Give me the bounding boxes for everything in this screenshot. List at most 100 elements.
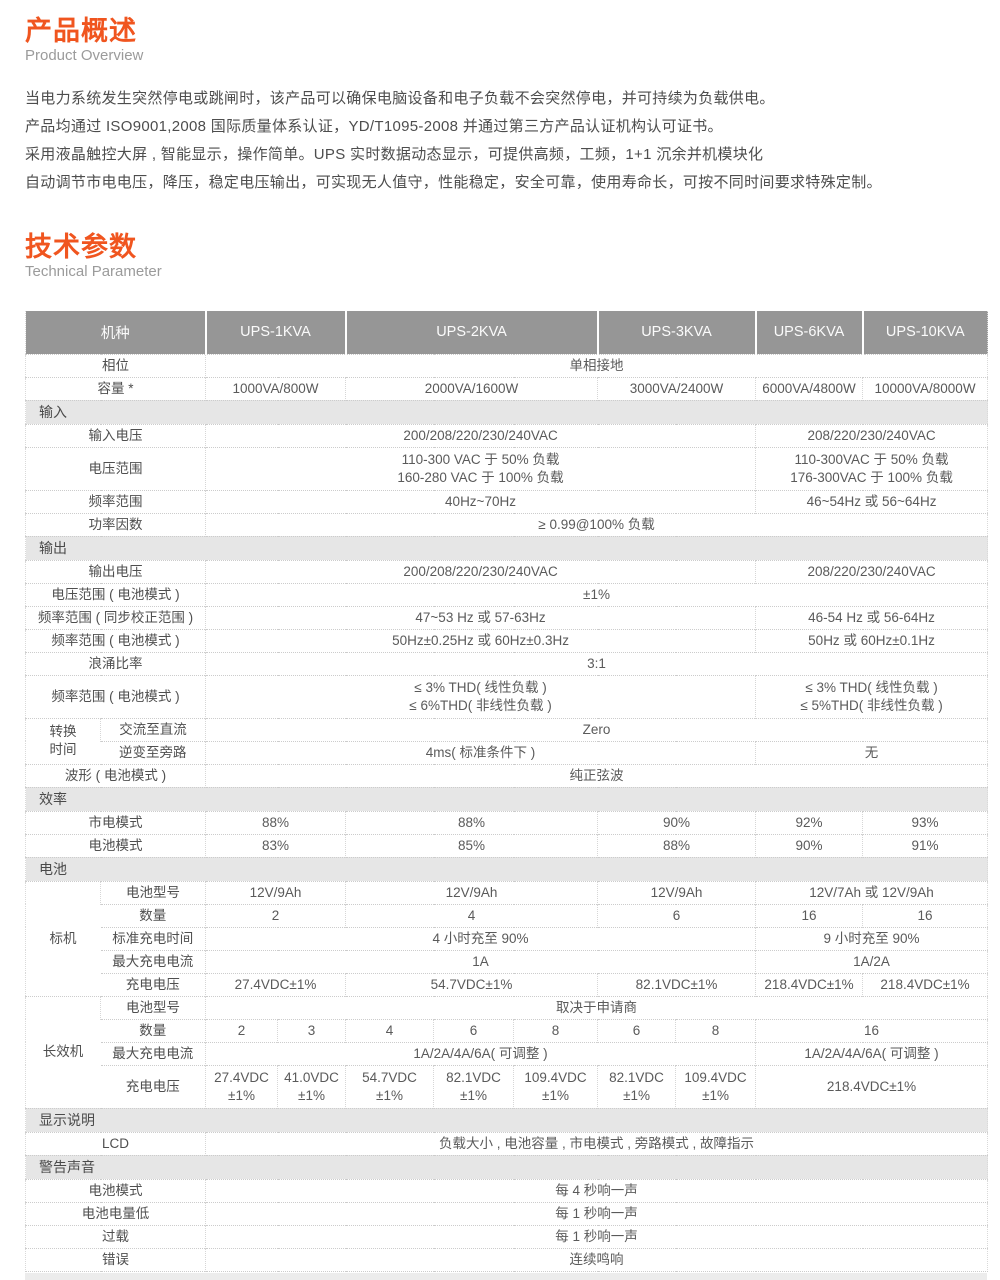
row-label: 最大充电电流 [100, 1041, 206, 1065]
table-row: 浪涌比率 3:1 [25, 651, 988, 675]
table-cell: 3:1 [204, 651, 988, 675]
row-label: 电池模式 [25, 1178, 206, 1202]
table-row: 频率范围 ( 电池模式 ) 50Hz±0.25Hz 或 60Hz±0.3Hz 50H… [25, 628, 988, 652]
table-cell: 27.4VDC±1% [205, 1064, 278, 1108]
table-row: 长效机 电池型号 取决于申请商 [25, 995, 988, 1108]
overview-subtitle: Product Overview [25, 47, 144, 64]
table-cell: 2 [205, 903, 346, 927]
table-row: 标机 电池型号 12V/9Ah 12V/9Ah 12V/9Ah 12V/7Ah 或 12V… [25, 880, 988, 996]
table-cell: ≤ 3% THD( 线性负载 ) ≤ 5%THD( 非线性负载 ) [755, 674, 988, 718]
table-cell: 4 [345, 1018, 434, 1042]
section-header: 显示说明 [25, 1107, 988, 1132]
table-row: 过载每 1 秒响一声 [25, 1224, 988, 1248]
row-label: 电池型号 [100, 880, 206, 904]
row-label: 标准充电时间 [100, 926, 206, 950]
row-label: 电压范围 ( 电池模式 ) [25, 582, 206, 606]
table-cell: 连续鸣响 [204, 1247, 988, 1271]
row-label: 电池模式 [25, 833, 206, 857]
table-cell: 41.0VDC ±1% [277, 1064, 346, 1108]
table-row: 市电模式 88% 88% 90% 92% 93% [25, 810, 988, 834]
row-label: 频率范围 ( 电池模式 ) [25, 674, 206, 718]
table-row: 电池模式 83% 85% 88% 90% 91% [25, 833, 988, 857]
table-cell: 3000VA/2400W [597, 376, 756, 400]
table-row: 电池模式每 4 秒响一声 [25, 1178, 988, 1202]
row-label: 充电电压 [100, 1064, 206, 1108]
row-label: 频率范围 [25, 489, 206, 513]
table-cell: 每 4 秒响一声 [204, 1178, 988, 1202]
table-cell: 纯正弦波 [204, 763, 988, 787]
table-cell: 2 [205, 1018, 278, 1042]
row-label: 数量 [100, 903, 206, 927]
row-label: 市电模式 [25, 810, 206, 834]
table-row: 频率范围 ( 同步校正范围 ) 47~53 Hz 或 57-63Hz 46-54 H… [25, 605, 988, 629]
table-cell: 27.4VDC±1% [205, 972, 346, 996]
table-cell: 1A/2A/4A/6A( 可调整 ) [755, 1041, 988, 1065]
table-row: 电压范围 110-300 VAC 于 50% 负载 160-280 VAC 于 10… [25, 446, 988, 490]
overview-paragraph: 采用液晶触控大屏 , 智能显示，操作简单。UPS 实时数据动态显示，可提供高频，… [25, 146, 764, 163]
table-row: 输入电压 200/208/220/230/240VAC 208/220/230/24… [25, 423, 988, 447]
table-cell: 90% [597, 810, 756, 834]
table-cell: 1A/2A [755, 949, 988, 973]
tech-header: 技术参数 Technical Parameter [25, 232, 987, 280]
section-header: 输出 [25, 535, 988, 560]
table-row: 电池 [25, 856, 988, 881]
column-header: UPS-6KVA [754, 311, 863, 354]
spec-table: 机种 UPS-1KVA UPS-2KVA UPS-3KVA UPS-6KVA UPS-10… [25, 311, 989, 1272]
table-cell: 负载大小 , 电池容量 , 市电模式 , 旁路模式 , 故障指示 [204, 1131, 988, 1155]
table-cell: 200/208/220/230/240VAC [204, 559, 756, 583]
table-row: 显示说明 [25, 1107, 988, 1132]
row-label: 过载 [25, 1224, 206, 1248]
table-cell: 82.1VDC±1% [597, 1064, 676, 1108]
table-cell: 10000VA/8000W [862, 376, 988, 400]
table-cell: 50Hz±0.25Hz 或 60Hz±0.3Hz [204, 628, 756, 652]
table-cell: 12V/9Ah [205, 880, 346, 904]
spec-table-head: 机种 UPS-1KVA UPS-2KVA UPS-3KVA UPS-6KVA UPS-10… [25, 311, 988, 354]
table-row: 输出 [25, 535, 988, 560]
table-cell: 3 [277, 1018, 346, 1042]
row-label: 标机 [25, 880, 101, 996]
table-cell: 8 [675, 1018, 756, 1042]
table-row: 容量 * 1000VA/800W 2000VA/1600W 3000VA/2400W 6… [25, 376, 988, 400]
overview-paragraphs: 当电力系统发生突然停电或跳闸时，该产品可以确保电脑设备和电子负载不会突然停电，并… [25, 85, 987, 197]
table-row: 波形 ( 电池模式 ) 纯正弦波 [25, 763, 988, 787]
row-label: 波形 ( 电池模式 ) [25, 763, 206, 787]
table-row: 输入 [25, 399, 988, 424]
table-row: 电压范围 ( 电池模式 ) ±1% [25, 582, 988, 606]
table-cell: 110-300VAC 于 50% 负载 176-300VAC 于 100% 负载 [755, 446, 988, 490]
table-row: 频率范围 40Hz~70Hz 46~54Hz 或 56~64Hz [25, 489, 988, 513]
table-cell: 9 小时充至 90% [755, 926, 988, 950]
table-row: 逆变至旁路 4ms( 标准条件下 ) 无 [26, 740, 988, 764]
section-header: 警告声音 [25, 1154, 988, 1179]
column-header: UPS-3KVA [596, 311, 756, 354]
table-cell: 4ms( 标准条件下 ) [204, 740, 756, 764]
table-cell: 208/220/230/240VAC [755, 559, 988, 583]
table-cell: 40Hz~70Hz [204, 489, 756, 513]
table-cell: 每 1 秒响一声 [204, 1201, 988, 1225]
table-row: 数量 2 3 4 6 8 6 8 16 [26, 1018, 988, 1042]
table-cell: 109.4VDC ±1% [512, 1064, 598, 1108]
overview-paragraph: 产品均通过 ISO9001,2008 国际质量体系认证，YD/T1095-200… [25, 118, 723, 135]
overview-title: 产品概述 [25, 16, 137, 46]
section-header: 电池 [25, 856, 988, 881]
row-label: 电池电量低 [25, 1201, 206, 1225]
table-row: 数量 2 4 6 16 16 [26, 903, 988, 927]
row-label: 数量 [100, 1018, 206, 1042]
table-cell: 2000VA/1600W [344, 376, 598, 400]
overview-header: 产品概述 Product Overview [25, 16, 987, 64]
overview-paragraph: 自动调节市电电压，降压，稳定电压输出，可实现无人值守，性能稳定，安全可靠，使用寿… [25, 174, 882, 191]
table-row: 警告声音 [25, 1154, 988, 1179]
table-cell: 6 [597, 1018, 676, 1042]
table-row: 相位 单相接地 [25, 353, 988, 377]
table-cell: 218.4VDC±1% [755, 972, 863, 996]
table-cell: ≤ 3% THD( 线性负载 ) ≤ 6%THD( 非线性负载 ) [204, 674, 756, 718]
row-label: 充电电压 [100, 972, 206, 996]
table-cell: 12V/7Ah 或 12V/9Ah [755, 880, 988, 904]
table-cell: 4 小时充至 90% [204, 926, 756, 950]
section-header: 效率 [25, 786, 988, 811]
table-foot-strip [25, 1272, 987, 1280]
table-cell: 4 [344, 903, 598, 927]
table-row: 最大充电电流 1A 1A/2A [26, 949, 988, 973]
table-cell: 12V/9Ah [597, 880, 756, 904]
table-row: 转换 时间 交流至直流 Zero [25, 717, 988, 764]
